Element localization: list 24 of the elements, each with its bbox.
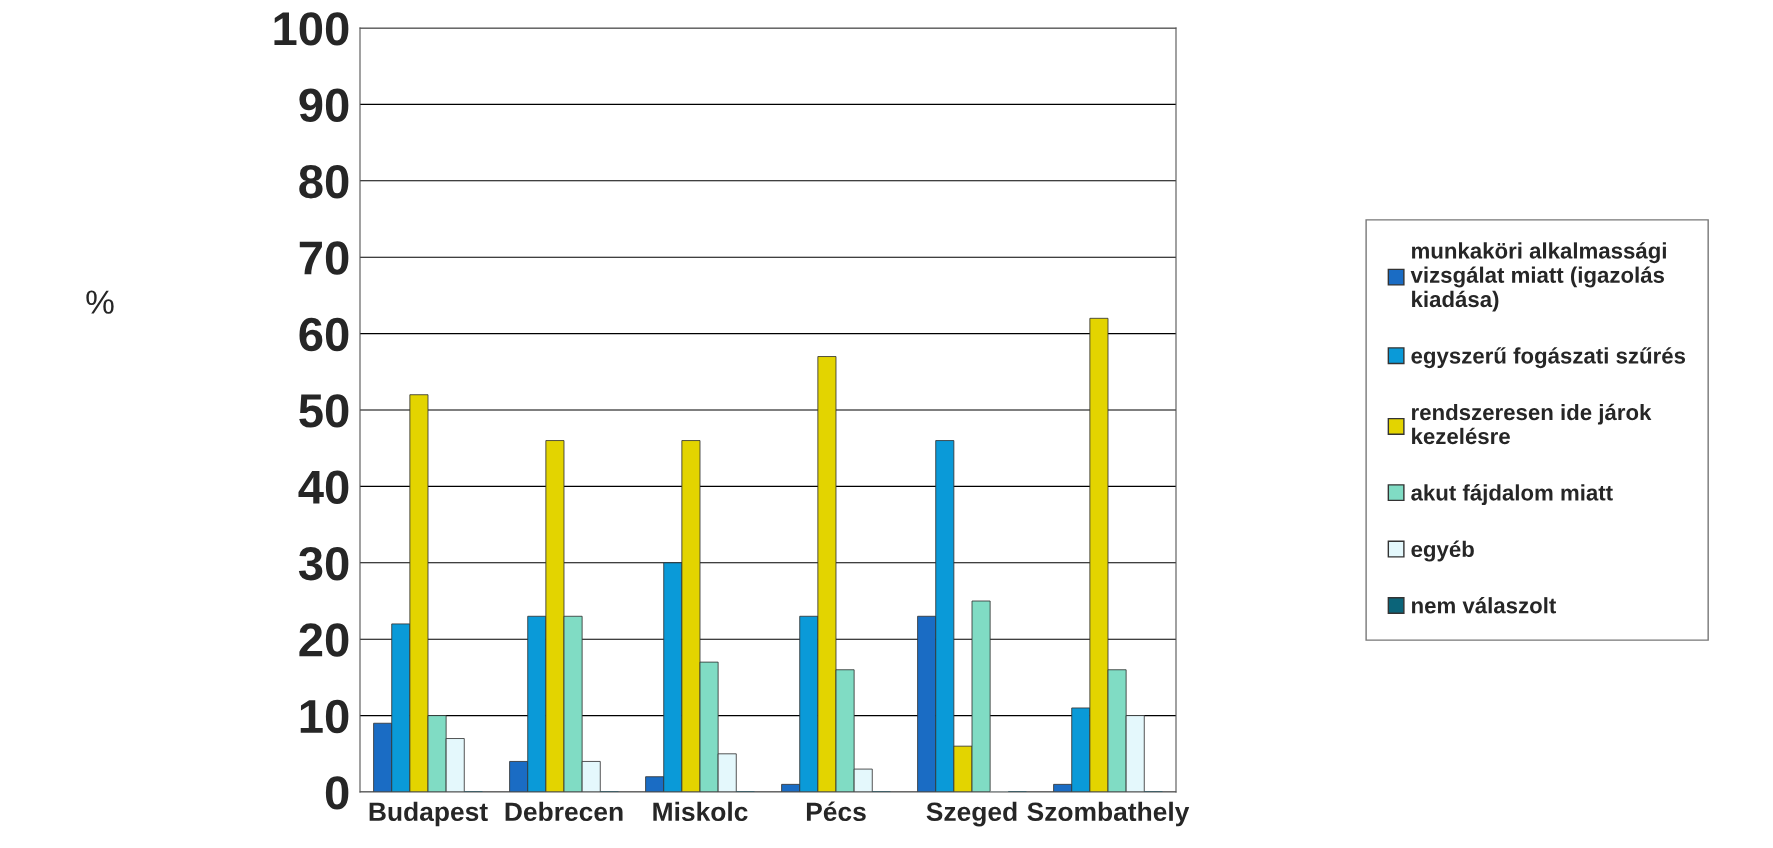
x-tick-label: Miskolc (653, 801, 748, 822)
y-tick-label: 10 (300, 699, 349, 734)
y-tick-label: 80 (299, 164, 349, 199)
legend-label: akut fájdalom miatt (1411, 484, 1613, 506)
y-axis-title: % (86, 290, 114, 314)
legend-label: rendszeresen ide járok kezelésre (1412, 403, 1652, 445)
y-tick-label: 40 (298, 470, 349, 504)
legend-label: egyszerű fogászati szűrés (1411, 347, 1686, 369)
x-tick-label: Pécs (806, 801, 866, 822)
x-tick-label: Budapest (369, 801, 488, 827)
legend-label: nem válaszolt (1412, 596, 1557, 614)
x-tick-label: Szeged (926, 801, 1017, 827)
x-tick-label: Debrecen (505, 801, 623, 822)
y-tick-label: 60 (299, 317, 349, 352)
x-tick-label: Szombathely (1027, 801, 1190, 827)
y-tick-label: 50 (299, 394, 349, 428)
legend-label: egyéb (1411, 540, 1474, 562)
y-tick-label: 100 (274, 12, 349, 46)
y-tick-label: 20 (299, 623, 349, 657)
y-tick-label: 90 (299, 88, 349, 122)
y-tick-label: 70 (299, 241, 349, 275)
y-tick-label: 30 (298, 546, 349, 581)
legend-label: munkaköri alkalmassági vizsgálat miatt (igazolás kiadása) (1410, 242, 1666, 312)
y-tick-label: 0 (325, 776, 349, 810)
